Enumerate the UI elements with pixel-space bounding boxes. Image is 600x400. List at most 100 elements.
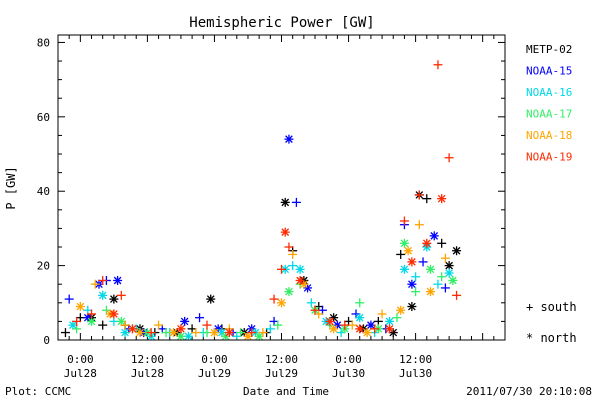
- data-point-noaa-19: [437, 194, 447, 204]
- data-point-noaa-15: [418, 257, 428, 267]
- data-point-noaa-18: [209, 328, 219, 338]
- data-point-noaa-15: [180, 316, 190, 326]
- marker-stroke: [225, 328, 234, 337]
- marker-stroke: [426, 287, 435, 296]
- data-point-noaa-15: [64, 294, 74, 304]
- marker-stroke: [128, 325, 137, 333]
- data-point-noaa-17: [399, 238, 409, 248]
- data-point-noaa-18: [314, 309, 324, 319]
- data-point-noaa-17: [437, 272, 447, 282]
- data-point-metp-02: [206, 294, 216, 304]
- legend-entry: NOAA-15: [526, 65, 572, 78]
- marker-stroke: [355, 313, 364, 322]
- marker-stroke: [430, 232, 439, 240]
- marker-stroke: [296, 265, 304, 274]
- marker-stroke: [437, 194, 446, 203]
- marker-stroke: [422, 239, 431, 248]
- footer-timestamp: 2011/07/30 20:10:08: [466, 385, 592, 398]
- data-point-noaa-17: [448, 275, 458, 285]
- data-point-metp-02: [280, 197, 290, 207]
- plot-frame: [57, 34, 506, 341]
- data-point-noaa-18: [135, 328, 145, 338]
- data-point-metp-02: [444, 261, 454, 271]
- x-tick-label: 0:00: [335, 353, 362, 366]
- data-point-noaa-19: [176, 324, 186, 334]
- data-point-noaa-17: [392, 313, 402, 323]
- data-point-noaa-19: [310, 305, 320, 315]
- data-point-noaa-17: [355, 298, 365, 308]
- data-point-noaa-19: [407, 257, 417, 267]
- y-tick-label: 80: [37, 36, 50, 49]
- x-tick-label: 12:00: [131, 353, 164, 366]
- marker-stroke: [218, 328, 226, 337]
- marker-stroke: [277, 298, 286, 307]
- data-point-noaa-18: [277, 298, 286, 308]
- marker-stroke: [244, 332, 252, 340]
- data-point-metp-02: [344, 316, 354, 326]
- data-point-noaa-15: [113, 275, 123, 285]
- marker-stroke: [180, 317, 189, 326]
- data-point-noaa-18: [154, 320, 164, 330]
- legend-entry: METP-02: [526, 43, 572, 56]
- data-point-metp-02: [422, 194, 432, 204]
- data-point-noaa-17: [101, 305, 111, 315]
- marker-stroke: [177, 325, 185, 333]
- data-point-noaa-19: [444, 153, 454, 163]
- marker-stroke: [110, 295, 118, 303]
- marker-legend-entry: + south: [526, 300, 577, 314]
- data-point-noaa-19: [370, 324, 380, 334]
- data-point-noaa-16: [411, 272, 421, 282]
- y-tick-label: 20: [37, 260, 50, 273]
- marker-stroke: [76, 302, 85, 311]
- data-point-noaa-17: [273, 320, 283, 330]
- marker-stroke: [281, 228, 290, 236]
- data-point-noaa-16: [98, 290, 108, 300]
- marker-stroke: [136, 328, 144, 337]
- data-point-noaa-15: [429, 231, 439, 241]
- data-point-noaa-16: [68, 320, 78, 330]
- data-point-noaa-19: [355, 324, 365, 334]
- marker-stroke: [329, 325, 338, 333]
- marker-stroke: [206, 295, 215, 303]
- data-point-noaa-18: [168, 328, 178, 338]
- data-point-noaa-19: [87, 309, 97, 319]
- data-point-noaa-15: [269, 316, 279, 326]
- data-point-noaa-19: [224, 328, 234, 338]
- marker-stroke: [404, 246, 412, 255]
- data-point-noaa-19: [340, 320, 350, 330]
- x-axis-label: Date and Time: [243, 385, 329, 398]
- data-point-metp-02: [452, 246, 462, 256]
- data-point-noaa-18: [329, 324, 339, 334]
- x-tick-label: Jul28: [64, 367, 97, 380]
- footer-plot-source: Plot: CCMC: [5, 385, 71, 398]
- data-point-metp-02: [407, 302, 417, 312]
- data-point-metp-02: [109, 294, 119, 304]
- marker-stroke: [210, 328, 219, 337]
- data-point-noaa-15: [407, 279, 417, 289]
- marker-stroke: [285, 287, 293, 296]
- data-point-noaa-19: [422, 238, 432, 248]
- x-tick-label: Jul29: [265, 367, 298, 380]
- data-point-noaa-19: [269, 294, 279, 304]
- marker-stroke: [285, 135, 293, 143]
- data-point-noaa-18: [403, 246, 413, 256]
- chart-title: Hemispheric Power [GW]: [189, 15, 374, 31]
- data-point-noaa-19: [128, 324, 137, 334]
- data-point-noaa-19: [284, 242, 294, 252]
- data-point-noaa-16: [399, 264, 409, 274]
- data-point-noaa-17: [221, 331, 231, 340]
- data-point-noaa-16: [83, 305, 93, 315]
- marker-legend-entry: * north: [526, 331, 577, 345]
- data-point-metp-02: [187, 324, 197, 334]
- marker-stroke: [389, 328, 398, 337]
- data-point-noaa-16: [336, 328, 346, 338]
- marker-stroke: [69, 321, 77, 329]
- marker-stroke: [385, 317, 394, 326]
- data-point-noaa-19: [385, 324, 395, 334]
- data-point-noaa-16: [433, 279, 443, 289]
- x-tick-label: Jul29: [198, 367, 231, 380]
- data-point-noaa-18: [426, 287, 435, 297]
- data-point-noaa-19: [277, 264, 286, 274]
- y-tick-label: 40: [37, 185, 50, 198]
- x-tick-label: Jul30: [399, 367, 432, 380]
